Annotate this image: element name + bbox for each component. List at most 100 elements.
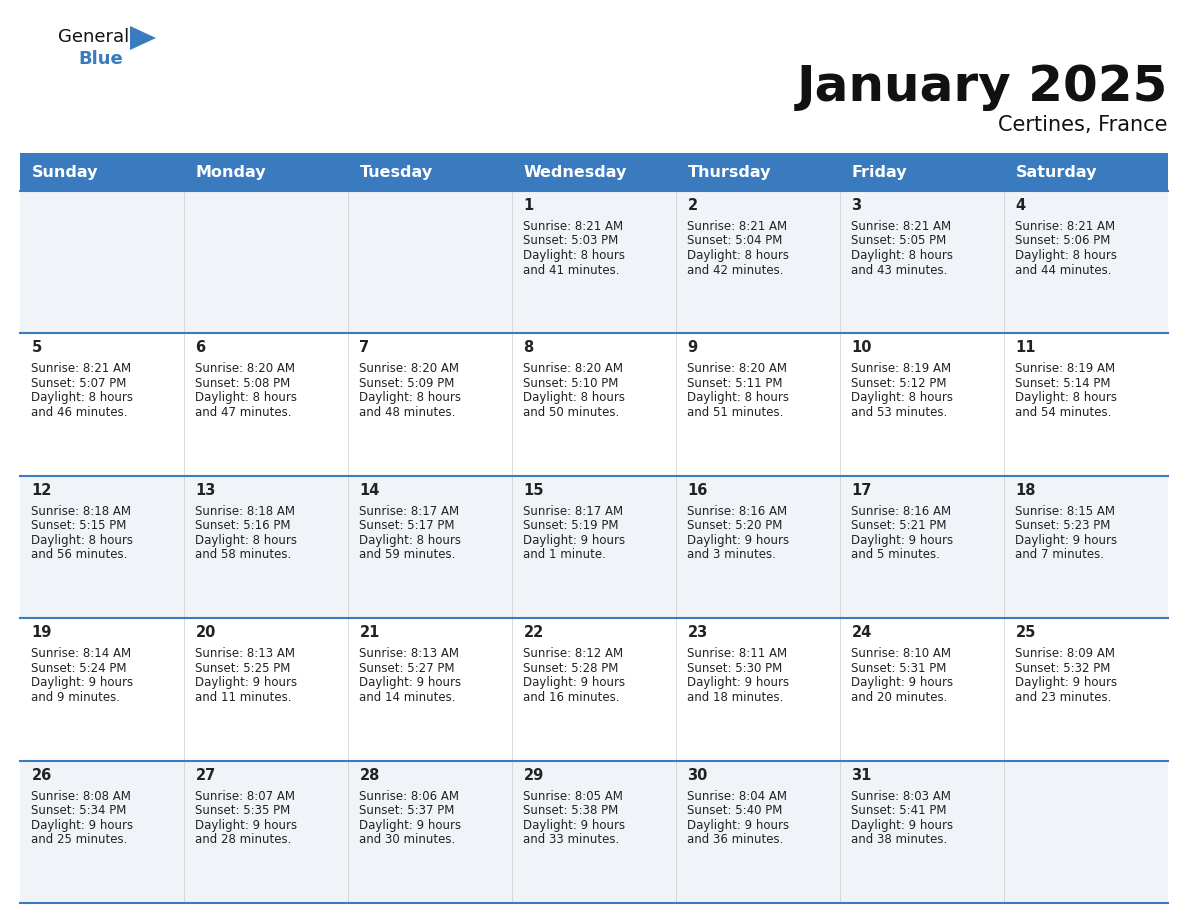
Text: 4: 4 — [1016, 198, 1025, 213]
Text: 17: 17 — [852, 483, 872, 498]
Text: and 54 minutes.: and 54 minutes. — [1016, 406, 1112, 419]
Text: 28: 28 — [360, 767, 380, 783]
Bar — [348, 191, 512, 333]
Text: Daylight: 8 hours: Daylight: 8 hours — [688, 391, 790, 405]
Text: and 53 minutes.: and 53 minutes. — [852, 406, 948, 419]
Bar — [184, 476, 348, 618]
Text: Sunset: 5:19 PM: Sunset: 5:19 PM — [524, 520, 619, 532]
Bar — [676, 333, 840, 476]
Text: 20: 20 — [196, 625, 216, 640]
Text: Certines, France: Certines, France — [998, 115, 1168, 135]
Text: Daylight: 9 hours: Daylight: 9 hours — [196, 677, 298, 689]
Text: 9: 9 — [688, 341, 697, 355]
Text: Sunset: 5:16 PM: Sunset: 5:16 PM — [196, 520, 291, 532]
Text: and 43 minutes.: and 43 minutes. — [852, 263, 948, 276]
Bar — [20, 476, 184, 618]
Text: Sunrise: 8:20 AM: Sunrise: 8:20 AM — [688, 363, 788, 375]
Bar — [512, 153, 676, 191]
Text: and 41 minutes.: and 41 minutes. — [524, 263, 620, 276]
Text: Daylight: 8 hours: Daylight: 8 hours — [524, 391, 625, 405]
Text: Sunrise: 8:18 AM: Sunrise: 8:18 AM — [31, 505, 132, 518]
Text: Sunrise: 8:16 AM: Sunrise: 8:16 AM — [688, 505, 788, 518]
Text: and 47 minutes.: and 47 minutes. — [196, 406, 292, 419]
Text: Daylight: 9 hours: Daylight: 9 hours — [360, 677, 462, 689]
Text: Sunset: 5:14 PM: Sunset: 5:14 PM — [1016, 377, 1111, 390]
Text: Sunset: 5:38 PM: Sunset: 5:38 PM — [524, 804, 619, 817]
Text: Daylight: 9 hours: Daylight: 9 hours — [1016, 533, 1118, 547]
Text: Sunrise: 8:16 AM: Sunrise: 8:16 AM — [852, 505, 952, 518]
Text: and 30 minutes.: and 30 minutes. — [360, 834, 456, 846]
Text: Sunset: 5:17 PM: Sunset: 5:17 PM — [360, 520, 455, 532]
Text: 24: 24 — [852, 625, 872, 640]
Text: Sunset: 5:06 PM: Sunset: 5:06 PM — [1016, 234, 1111, 248]
Text: Sunset: 5:23 PM: Sunset: 5:23 PM — [1016, 520, 1111, 532]
Text: and 48 minutes.: and 48 minutes. — [360, 406, 456, 419]
Bar — [512, 476, 676, 618]
Text: Sunrise: 8:17 AM: Sunrise: 8:17 AM — [524, 505, 624, 518]
Text: and 18 minutes.: and 18 minutes. — [688, 690, 784, 704]
Text: Daylight: 9 hours: Daylight: 9 hours — [196, 819, 298, 832]
Text: Sunrise: 8:11 AM: Sunrise: 8:11 AM — [688, 647, 788, 660]
Text: Sunset: 5:10 PM: Sunset: 5:10 PM — [524, 377, 619, 390]
Text: Sunset: 5:07 PM: Sunset: 5:07 PM — [31, 377, 127, 390]
Text: Sunset: 5:09 PM: Sunset: 5:09 PM — [360, 377, 455, 390]
Text: and 59 minutes.: and 59 minutes. — [360, 548, 456, 561]
Bar — [1004, 153, 1168, 191]
Text: Daylight: 9 hours: Daylight: 9 hours — [524, 677, 626, 689]
Text: Sunrise: 8:14 AM: Sunrise: 8:14 AM — [31, 647, 132, 660]
Text: and 3 minutes.: and 3 minutes. — [688, 548, 776, 561]
Text: Sunrise: 8:09 AM: Sunrise: 8:09 AM — [1016, 647, 1116, 660]
Text: and 28 minutes.: and 28 minutes. — [196, 834, 292, 846]
Bar — [20, 191, 184, 333]
Text: and 42 minutes.: and 42 minutes. — [688, 263, 784, 276]
Bar — [348, 476, 512, 618]
Text: 3: 3 — [852, 198, 861, 213]
Text: 12: 12 — [31, 483, 52, 498]
Polygon shape — [129, 26, 156, 50]
Text: 13: 13 — [196, 483, 216, 498]
Text: 19: 19 — [31, 625, 52, 640]
Bar — [1004, 333, 1168, 476]
Text: Sunset: 5:12 PM: Sunset: 5:12 PM — [852, 377, 947, 390]
Text: and 23 minutes.: and 23 minutes. — [1016, 690, 1112, 704]
Text: Daylight: 9 hours: Daylight: 9 hours — [852, 819, 954, 832]
Text: and 56 minutes.: and 56 minutes. — [31, 548, 128, 561]
Bar — [676, 618, 840, 761]
Text: 25: 25 — [1016, 625, 1036, 640]
Text: and 5 minutes.: and 5 minutes. — [852, 548, 941, 561]
Bar — [840, 191, 1004, 333]
Text: 2: 2 — [688, 198, 697, 213]
Text: Sunday: Sunday — [31, 164, 97, 180]
Bar — [512, 618, 676, 761]
Text: 11: 11 — [1016, 341, 1036, 355]
Text: Sunrise: 8:13 AM: Sunrise: 8:13 AM — [360, 647, 460, 660]
Text: Sunset: 5:32 PM: Sunset: 5:32 PM — [1016, 662, 1111, 675]
Text: Sunset: 5:35 PM: Sunset: 5:35 PM — [196, 804, 291, 817]
Text: Sunrise: 8:08 AM: Sunrise: 8:08 AM — [31, 789, 132, 802]
Text: Daylight: 9 hours: Daylight: 9 hours — [852, 533, 954, 547]
Text: General: General — [58, 28, 129, 46]
Text: Sunrise: 8:20 AM: Sunrise: 8:20 AM — [360, 363, 460, 375]
Text: and 36 minutes.: and 36 minutes. — [688, 834, 784, 846]
Text: Sunrise: 8:20 AM: Sunrise: 8:20 AM — [196, 363, 296, 375]
Bar — [348, 761, 512, 903]
Bar — [1004, 476, 1168, 618]
Text: Sunrise: 8:13 AM: Sunrise: 8:13 AM — [196, 647, 296, 660]
Text: Daylight: 9 hours: Daylight: 9 hours — [852, 677, 954, 689]
Text: and 33 minutes.: and 33 minutes. — [524, 834, 620, 846]
Text: Daylight: 8 hours: Daylight: 8 hours — [196, 533, 297, 547]
Text: 7: 7 — [360, 341, 369, 355]
Text: Sunrise: 8:15 AM: Sunrise: 8:15 AM — [1016, 505, 1116, 518]
Bar — [676, 153, 840, 191]
Bar — [512, 761, 676, 903]
Text: and 38 minutes.: and 38 minutes. — [852, 834, 948, 846]
Text: 30: 30 — [688, 767, 708, 783]
Text: and 50 minutes.: and 50 minutes. — [524, 406, 620, 419]
Bar — [348, 618, 512, 761]
Text: Sunset: 5:28 PM: Sunset: 5:28 PM — [524, 662, 619, 675]
Text: Sunrise: 8:21 AM: Sunrise: 8:21 AM — [31, 363, 132, 375]
Text: Sunset: 5:11 PM: Sunset: 5:11 PM — [688, 377, 783, 390]
Text: Sunset: 5:25 PM: Sunset: 5:25 PM — [196, 662, 291, 675]
Text: Sunrise: 8:05 AM: Sunrise: 8:05 AM — [524, 789, 624, 802]
Bar — [184, 761, 348, 903]
